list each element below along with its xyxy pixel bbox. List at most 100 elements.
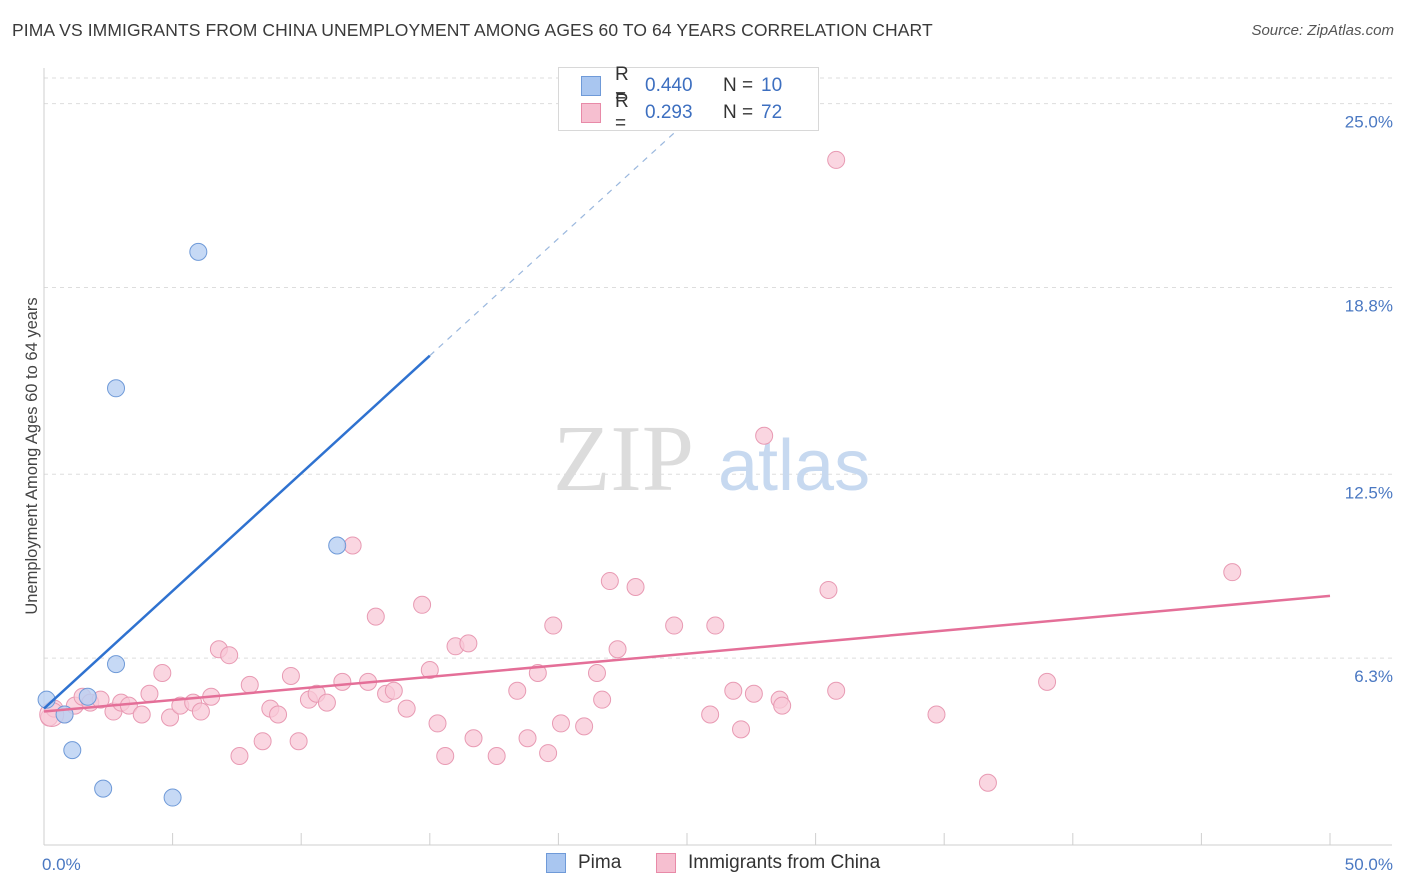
y-axis-label: Unemployment Among Ages 60 to 64 years [23,297,41,614]
y-tick-label: 6.3% [1354,667,1393,686]
china-data-point[interactable] [1038,672,1057,691]
trend-lines [43,109,1331,713]
pima-swatch [546,853,566,873]
y-tick-label: 18.8% [1345,296,1393,315]
x-tick-marks [43,833,1331,845]
r-label: R = [615,64,629,107]
china-data-point[interactable] [333,672,352,691]
china-data-point[interactable] [665,616,684,635]
china-data-point[interactable] [153,663,172,682]
china-data-point[interactable] [343,536,362,555]
legend-row-china: R = 0.293 N = 72 [581,91,783,134]
china-data-point[interactable] [732,720,751,739]
china-data-point[interactable] [575,717,594,736]
china-data-point[interactable] [593,690,612,709]
pima-swatch [581,76,601,96]
china-data-point[interactable] [626,577,645,596]
pima-data-point[interactable] [107,379,126,398]
china-data-point[interactable] [706,616,725,635]
stats-legend: R = 0.440 N = 10 R = 0.293 N = 72 [558,64,819,134]
china-data-point[interactable] [600,572,619,591]
legend-item-china[interactable]: Immigrants from China [656,852,880,874]
china-data-point[interactable] [544,616,563,635]
legend-label-china: Immigrants from China [688,852,881,873]
china-data-point[interactable] [317,693,336,712]
china-data-point[interactable] [161,708,180,727]
chart-title: PIMA VS IMMIGRANTS FROM CHINA UNEMPLOYME… [12,20,933,40]
china-data-point[interactable] [539,744,558,763]
watermark-atlas: atlas [718,426,870,506]
china-data-point[interactable] [191,702,210,721]
china-swatch [581,103,601,123]
china-trend-line [43,594,1331,713]
n-label: N = [723,102,754,123]
legend-item-pima[interactable]: Pima [546,852,621,874]
china-data-point[interactable] [253,732,272,751]
china-data-point[interactable] [366,607,385,626]
china-data-point[interactable] [230,747,249,766]
r-value: 0.293 [645,102,693,123]
china-data-point[interactable] [724,681,743,700]
china-data-point[interactable] [140,684,159,703]
y-tick-label: 12.5% [1345,483,1393,502]
china-data-point[interactable] [464,729,483,748]
china-data-point[interactable] [927,705,946,724]
china-data-point[interactable] [744,684,763,703]
y-tick-labels: 6.3% 12.5% 18.8% 25.0% [1345,113,1393,687]
y-tick-label: 25.0% [1345,113,1393,132]
china-data-point[interactable] [518,729,537,748]
china-data-point[interactable] [508,681,527,700]
pima-data-point[interactable] [94,779,113,798]
china-data-point[interactable] [269,705,288,724]
china-data-point[interactable] [551,714,570,733]
china-data-point[interactable] [819,580,838,599]
pima-data-point[interactable] [107,655,126,674]
n-value: 10 [761,75,783,96]
grid-lines [44,77,1392,659]
series-legend: Pima Immigrants from China [0,852,1406,878]
watermark-zip: ZIP [553,407,694,511]
china-data-point[interactable] [1223,563,1242,582]
legend-label-pima: Pima [578,852,622,873]
china-data-point[interactable] [608,640,627,659]
china-data-point[interactable] [755,426,774,445]
china-series-points [39,150,1242,792]
china-data-point[interactable] [701,705,720,724]
n-label: N = [723,75,754,96]
pima-data-point[interactable] [78,687,97,706]
china-data-point[interactable] [240,675,259,694]
china-data-point[interactable] [220,646,239,665]
pima-data-point[interactable] [328,536,347,555]
china-data-point[interactable] [827,681,846,700]
pima-data-point[interactable] [189,242,208,261]
pima-data-point[interactable] [63,741,82,760]
china-data-point[interactable] [487,747,506,766]
legend-row-pima: R = 0.440 N = 10 [581,64,783,107]
china-data-point[interactable] [428,714,447,733]
pima-series-points [37,242,347,807]
x-tick-label-min: 0.0% [42,855,81,874]
china-data-point[interactable] [397,699,416,718]
r-label: R = [615,91,629,134]
china-data-point[interactable] [827,150,846,169]
x-tick-label-max: 50.0% [1345,855,1393,874]
china-data-point[interactable] [436,747,455,766]
china-data-point[interactable] [289,732,308,751]
source-label: Source: ZipAtlas.com [1251,22,1394,39]
china-swatch [656,853,676,873]
china-data-point[interactable] [420,661,439,680]
china-data-point[interactable] [384,681,403,700]
china-data-point[interactable] [978,773,997,792]
china-data-point[interactable] [773,696,792,715]
china-data-point[interactable] [132,705,151,724]
watermark: ZIP atlas [553,407,870,511]
china-data-point[interactable] [587,663,606,682]
pima-data-point[interactable] [163,788,182,807]
x-tick-labels: 0.0% 50.0% [42,855,1393,874]
r-value: 0.440 [645,75,693,96]
n-value: 72 [761,102,783,123]
china-data-point[interactable] [459,634,478,653]
china-data-point[interactable] [413,595,432,614]
china-data-point[interactable] [281,666,300,685]
